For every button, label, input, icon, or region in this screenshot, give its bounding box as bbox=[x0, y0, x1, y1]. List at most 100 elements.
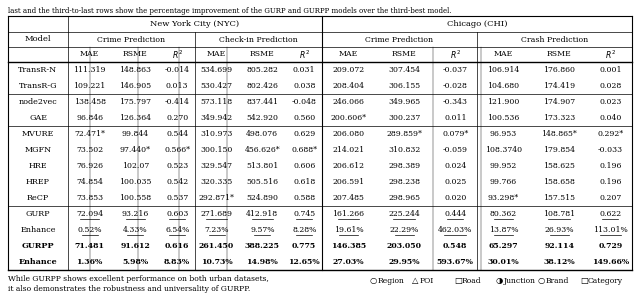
Text: 208.404: 208.404 bbox=[332, 82, 364, 90]
Text: 300.237: 300.237 bbox=[388, 114, 420, 122]
Text: 0.023: 0.023 bbox=[599, 98, 621, 106]
Text: HRE: HRE bbox=[29, 162, 47, 170]
Text: 0.025: 0.025 bbox=[444, 178, 467, 186]
Text: 93.298*: 93.298* bbox=[488, 194, 519, 202]
Text: 97.440*: 97.440* bbox=[120, 146, 151, 154]
Text: 22.29%: 22.29% bbox=[390, 226, 419, 234]
Text: last and the third-to-last rows show the percentage improvement of the GURP and : last and the third-to-last rows show the… bbox=[8, 7, 451, 15]
Text: 158.625: 158.625 bbox=[543, 162, 575, 170]
Text: 298.965: 298.965 bbox=[388, 194, 420, 202]
Text: 12.65%: 12.65% bbox=[289, 258, 320, 266]
Text: 292.871*: 292.871* bbox=[198, 194, 235, 202]
Text: 542.920: 542.920 bbox=[246, 114, 278, 122]
Text: 100.558: 100.558 bbox=[119, 194, 152, 202]
Text: 310.832: 310.832 bbox=[388, 146, 420, 154]
Text: 320.335: 320.335 bbox=[200, 178, 233, 186]
Text: 0.196: 0.196 bbox=[599, 178, 621, 186]
Text: ○: ○ bbox=[370, 277, 377, 285]
Text: 106.914: 106.914 bbox=[487, 66, 520, 74]
Text: 225.244: 225.244 bbox=[388, 210, 420, 218]
Text: GURP: GURP bbox=[26, 210, 51, 218]
Text: 0.616: 0.616 bbox=[165, 242, 189, 250]
Text: 0.588: 0.588 bbox=[293, 194, 316, 202]
Text: 271.689: 271.689 bbox=[200, 210, 232, 218]
Text: 206.080: 206.080 bbox=[332, 130, 364, 138]
Text: 524.890: 524.890 bbox=[246, 194, 278, 202]
Text: 0.523: 0.523 bbox=[166, 162, 188, 170]
Text: 200.606*: 200.606* bbox=[330, 114, 367, 122]
Text: 0.688*: 0.688* bbox=[291, 146, 317, 154]
Text: 300.150: 300.150 bbox=[200, 146, 233, 154]
Text: 462.03%: 462.03% bbox=[438, 226, 472, 234]
Text: node2vec: node2vec bbox=[19, 98, 58, 106]
Text: 91.612: 91.612 bbox=[120, 242, 150, 250]
Text: 27.03%: 27.03% bbox=[333, 258, 364, 266]
Text: 179.854: 179.854 bbox=[543, 146, 575, 154]
Text: 0.775: 0.775 bbox=[292, 242, 316, 250]
Text: 111.319: 111.319 bbox=[74, 66, 106, 74]
Text: 0.038: 0.038 bbox=[293, 82, 316, 90]
Text: 176.860: 176.860 bbox=[543, 66, 575, 74]
Text: 513.801: 513.801 bbox=[246, 162, 278, 170]
Text: MAE: MAE bbox=[493, 51, 513, 58]
Text: RSME: RSME bbox=[392, 51, 417, 58]
Text: -0.033: -0.033 bbox=[598, 146, 623, 154]
Text: 206.591: 206.591 bbox=[332, 178, 364, 186]
Text: 0.079*: 0.079* bbox=[442, 130, 468, 138]
Text: GURPP: GURPP bbox=[22, 242, 54, 250]
Text: 0.011: 0.011 bbox=[444, 114, 467, 122]
Text: 175.797: 175.797 bbox=[119, 98, 151, 106]
Text: $R^2$: $R^2$ bbox=[299, 48, 310, 61]
Text: 10.73%: 10.73% bbox=[201, 258, 232, 266]
Text: 4.33%: 4.33% bbox=[123, 226, 148, 234]
Text: 0.566*: 0.566* bbox=[164, 146, 190, 154]
Text: POI: POI bbox=[420, 277, 435, 285]
Text: Road: Road bbox=[462, 277, 482, 285]
Text: 26.93%: 26.93% bbox=[545, 226, 574, 234]
Text: □: □ bbox=[454, 277, 462, 285]
Text: 0.292*: 0.292* bbox=[597, 130, 623, 138]
Text: 306.155: 306.155 bbox=[388, 82, 420, 90]
Text: Region: Region bbox=[378, 277, 405, 285]
Text: 805.282: 805.282 bbox=[246, 66, 278, 74]
Text: Junction: Junction bbox=[504, 277, 536, 285]
Text: Crash Prediction: Crash Prediction bbox=[521, 36, 588, 44]
Text: 174.419: 174.419 bbox=[543, 82, 575, 90]
Text: 0.544: 0.544 bbox=[166, 130, 188, 138]
Text: 113.01%: 113.01% bbox=[593, 226, 628, 234]
Text: 109.221: 109.221 bbox=[74, 82, 106, 90]
Text: Enhance: Enhance bbox=[20, 226, 56, 234]
Text: Crime Prediction: Crime Prediction bbox=[365, 36, 433, 44]
Text: 0.729: 0.729 bbox=[598, 242, 623, 250]
Text: 0.606: 0.606 bbox=[293, 162, 316, 170]
Text: 505.516: 505.516 bbox=[246, 178, 278, 186]
Text: 99.766: 99.766 bbox=[490, 178, 517, 186]
Text: 0.560: 0.560 bbox=[293, 114, 316, 122]
Text: MAE: MAE bbox=[339, 51, 358, 58]
Text: 802.426: 802.426 bbox=[246, 82, 278, 90]
Text: TransR-N: TransR-N bbox=[19, 66, 58, 74]
Text: 38.12%: 38.12% bbox=[543, 258, 575, 266]
Text: 0.031: 0.031 bbox=[293, 66, 316, 74]
Text: 209.072: 209.072 bbox=[332, 66, 364, 74]
Text: 149.66%: 149.66% bbox=[591, 258, 629, 266]
Text: TransR-G: TransR-G bbox=[19, 82, 58, 90]
Text: 126.364: 126.364 bbox=[119, 114, 151, 122]
Text: 92.114: 92.114 bbox=[544, 242, 574, 250]
Text: Check-in Prediction: Check-in Prediction bbox=[219, 36, 298, 44]
Text: 93.216: 93.216 bbox=[122, 210, 149, 218]
Text: △: △ bbox=[412, 277, 419, 285]
Text: 157.515: 157.515 bbox=[543, 194, 575, 202]
Text: 0.270: 0.270 bbox=[166, 114, 188, 122]
Text: 72.094: 72.094 bbox=[76, 210, 103, 218]
Text: 412.918: 412.918 bbox=[246, 210, 278, 218]
Text: Crime Prediction: Crime Prediction bbox=[97, 36, 166, 44]
Text: 530.427: 530.427 bbox=[200, 82, 232, 90]
Text: 73.502: 73.502 bbox=[76, 146, 103, 154]
Text: 96.846: 96.846 bbox=[76, 114, 103, 122]
Text: MAE: MAE bbox=[80, 51, 99, 58]
Text: 9.57%: 9.57% bbox=[250, 226, 275, 234]
Text: 289.859*: 289.859* bbox=[386, 130, 422, 138]
Text: -0.059: -0.059 bbox=[443, 146, 468, 154]
Text: -0.048: -0.048 bbox=[292, 98, 317, 106]
